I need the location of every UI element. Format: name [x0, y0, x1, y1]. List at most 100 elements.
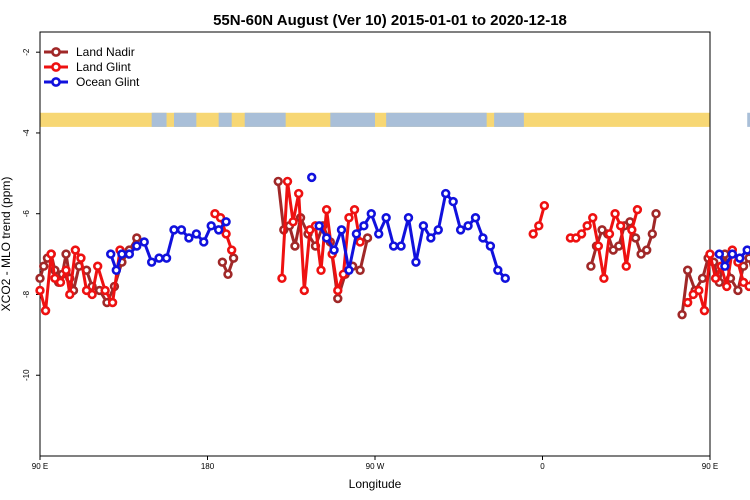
land-nadir-point: [677, 309, 687, 320]
map-band-ocean: [244, 112, 286, 127]
land-glint-point: [92, 261, 103, 271]
y-tick-label: -4: [22, 129, 31, 137]
ocean-glint-point: [426, 233, 436, 243]
land-nadir-point: [61, 249, 71, 259]
y-tick-label: -10: [22, 369, 31, 381]
ocean-glint-point: [176, 225, 187, 235]
legend-label-land-nadir: Land Nadir: [76, 45, 135, 59]
land-glint-point: [107, 297, 118, 308]
legend-label-land-glint: Land Glint: [76, 60, 131, 74]
land-glint-point: [610, 209, 620, 219]
land-glint-point: [722, 281, 732, 292]
land-nadir-point: [362, 233, 373, 243]
ocean-glint-point: [321, 233, 332, 243]
ocean-glint-point: [351, 229, 362, 239]
land-glint-point: [576, 229, 587, 239]
land-nadir-point: [697, 273, 708, 284]
land-nadir-point: [228, 253, 239, 263]
land-glint-point: [277, 273, 287, 284]
land-glint-point: [55, 277, 66, 288]
land-glint-point: [682, 297, 693, 308]
ocean-glint-point: [441, 188, 451, 199]
land-glint-point: [299, 285, 309, 296]
map-band-ocean: [386, 112, 487, 127]
land-glint-point: [35, 285, 45, 296]
map-band-ocean: [494, 112, 524, 127]
land-glint-point: [604, 229, 615, 239]
series-ocean-glint: [106, 172, 750, 284]
ocean-glint-point: [478, 233, 488, 243]
series-layer: [35, 172, 750, 320]
ocean-glint-point: [727, 249, 738, 259]
land-nadir-point: [290, 241, 300, 251]
ocean-glint-point: [307, 172, 317, 183]
land-nadir-point: [273, 176, 283, 187]
y-tick-label: -8: [22, 290, 31, 298]
land-glint-point: [539, 200, 550, 211]
legend-marker-land-nadir: [51, 47, 61, 57]
land-glint-point: [632, 204, 643, 215]
ocean-glint-point: [139, 237, 149, 247]
y-tick-label: -2: [22, 48, 31, 56]
land-glint-point: [699, 305, 710, 316]
ocean-glint-point: [154, 253, 164, 263]
land-glint-point: [100, 285, 110, 296]
map-band: [40, 112, 750, 127]
land-nadir-point: [614, 241, 624, 251]
ocean-glint-point: [344, 265, 354, 275]
y-tick-label: -6: [22, 210, 31, 218]
land-nadir-point: [586, 261, 596, 271]
land-glint-point: [70, 245, 81, 255]
ocean-glint-point: [106, 249, 116, 259]
land-nadir-point: [355, 265, 365, 275]
land-nadir-point: [642, 245, 652, 255]
ocean-glint-point: [206, 221, 216, 231]
ocean-glint-point: [329, 245, 339, 255]
land-nadir-point: [217, 257, 228, 267]
x-tick-label: 90 E: [702, 462, 718, 471]
ocean-glint-point: [374, 229, 384, 239]
land-glint-point: [65, 289, 75, 300]
land-glint-point: [705, 249, 715, 259]
ocean-glint-point: [448, 196, 458, 207]
land-nadir-point: [132, 233, 142, 243]
ocean-glint-point: [455, 225, 466, 235]
ocean-glint-point: [117, 249, 127, 259]
x-tick-label: 180: [201, 462, 215, 471]
ocean-glint-point: [213, 225, 224, 235]
land-glint-point: [615, 221, 626, 231]
land-glint-point: [588, 213, 598, 223]
ocean-glint-point: [742, 245, 750, 255]
ocean-glint-point: [493, 265, 503, 275]
ocean-glint-point: [359, 221, 369, 231]
land-nadir-point: [630, 233, 641, 243]
land-glint-point: [46, 249, 56, 259]
land-glint-point: [621, 261, 631, 271]
legend-label-ocean-glint: Ocean Glint: [76, 75, 140, 89]
land-glint-point: [221, 229, 231, 239]
ocean-glint-point: [470, 213, 481, 223]
ocean-glint-point: [111, 265, 122, 275]
land-nadir-point: [333, 293, 343, 304]
land-nadir-point: [35, 273, 45, 284]
ocean-glint-point: [500, 273, 510, 284]
land-glint-point: [61, 265, 71, 275]
land-glint-point: [226, 245, 237, 255]
map-band-ocean: [218, 112, 232, 127]
land-nadir-point: [223, 269, 233, 279]
ocean-glint-point: [388, 241, 399, 251]
map-band-ocean: [174, 112, 197, 127]
ocean-glint-point: [463, 221, 473, 231]
land-glint-point: [321, 204, 332, 215]
land-glint-point: [355, 237, 365, 247]
land-nadir-point: [651, 209, 661, 219]
land-glint-point: [316, 265, 326, 275]
ocean-glint-point: [199, 237, 209, 247]
ocean-glint-point: [336, 225, 347, 235]
ocean-glint-point: [191, 229, 202, 239]
ocean-glint-point: [161, 253, 172, 263]
land-glint-point: [76, 253, 86, 263]
ocean-glint-point: [124, 249, 135, 259]
